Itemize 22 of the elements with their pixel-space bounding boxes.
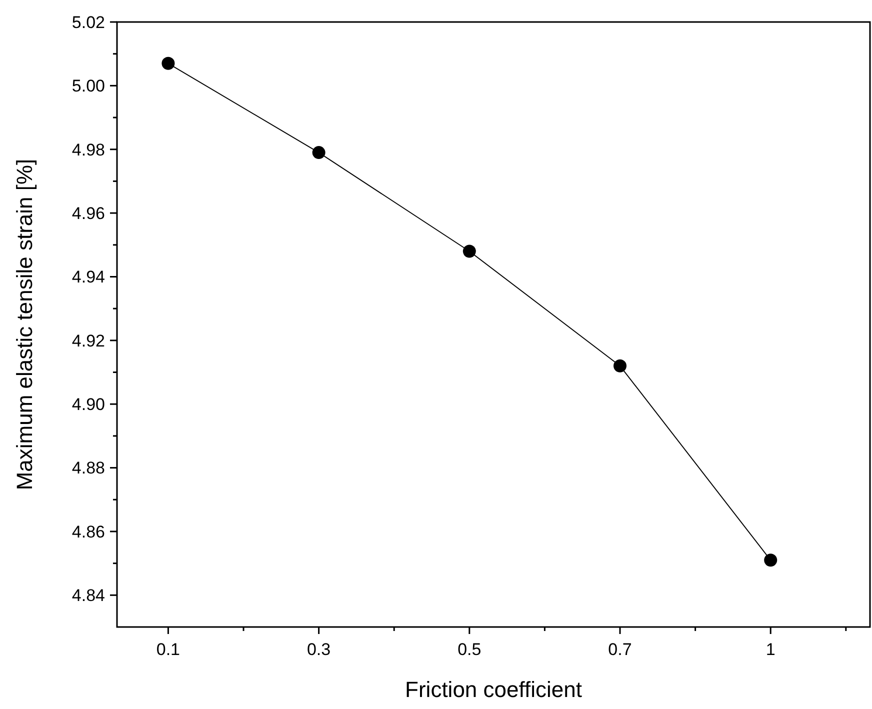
x-tick-label: 0.7 <box>608 640 632 659</box>
y-axis-title: Maximum elastic tensile strain [%] <box>12 158 37 490</box>
y-tick-label: 5.02 <box>72 12 105 32</box>
y-tick-label: 4.88 <box>72 458 105 478</box>
y-tick-label: 4.90 <box>72 395 105 414</box>
y-tick-label: 4.84 <box>72 586 105 606</box>
x-tick-label: 0.3 <box>306 640 331 659</box>
y-tick-label: 5.00 <box>72 76 105 96</box>
point <box>162 56 175 70</box>
y-tick-label: 4.86 <box>72 522 105 542</box>
point <box>312 146 326 160</box>
point <box>764 554 778 567</box>
y-tick-label: 4.98 <box>72 140 105 160</box>
point <box>462 244 476 258</box>
x-tick-label: 0.1 <box>156 640 180 659</box>
x-axis-title: Friction coefficient <box>405 677 582 702</box>
y-tick-label: 4.92 <box>72 331 105 350</box>
y-tick-label: 4.96 <box>72 204 105 224</box>
y-tick-label: 4.94 <box>72 268 105 287</box>
point <box>614 359 627 372</box>
x-tick-label: 1 <box>766 640 776 659</box>
x-tick-label: 0.5 <box>458 640 482 659</box>
